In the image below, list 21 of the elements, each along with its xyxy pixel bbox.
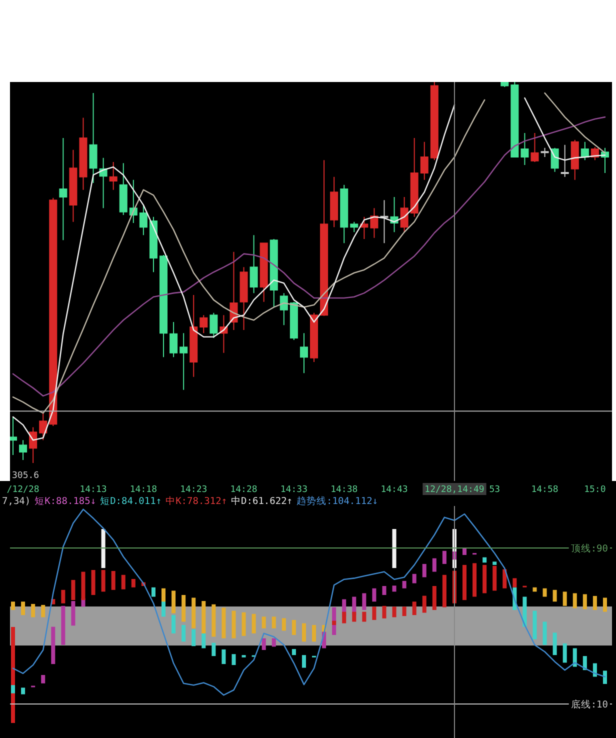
x-tick-label: 14:38 xyxy=(330,485,358,495)
x-tick-label: 14:58 xyxy=(531,485,558,495)
y-tick-label: 底线:10 xyxy=(570,698,608,710)
x-tick-label: 12/28,14:49 xyxy=(424,485,484,495)
x-tick-label: 14:23 xyxy=(180,485,208,495)
x-tick-label: 14:18 xyxy=(130,485,157,495)
text: 305.6 xyxy=(12,471,40,481)
y-tick-label: 顶线:90 xyxy=(570,542,608,554)
annotation: 短K:88.185↓ xyxy=(34,496,96,507)
x-tick-label: 14:43 xyxy=(380,485,408,495)
x-tick-label: 53 xyxy=(489,485,500,495)
annotation: 短D:84.011↑ xyxy=(100,496,162,507)
x-tick-label: 14:28 xyxy=(230,485,258,495)
annotation: 趋势线:104.112↓ xyxy=(296,495,378,507)
annotation: 中D:61.622↑ xyxy=(231,495,293,507)
x-tick-label: /12/28 xyxy=(6,485,40,495)
x-tick-label: 14:13 xyxy=(80,485,107,495)
x-tick-label: 14:33 xyxy=(280,485,308,495)
annotation: 7,34) xyxy=(2,496,31,507)
x-tick-label: 15:0 xyxy=(584,485,606,495)
annotation: 中K:78.312↑ xyxy=(166,495,228,507)
